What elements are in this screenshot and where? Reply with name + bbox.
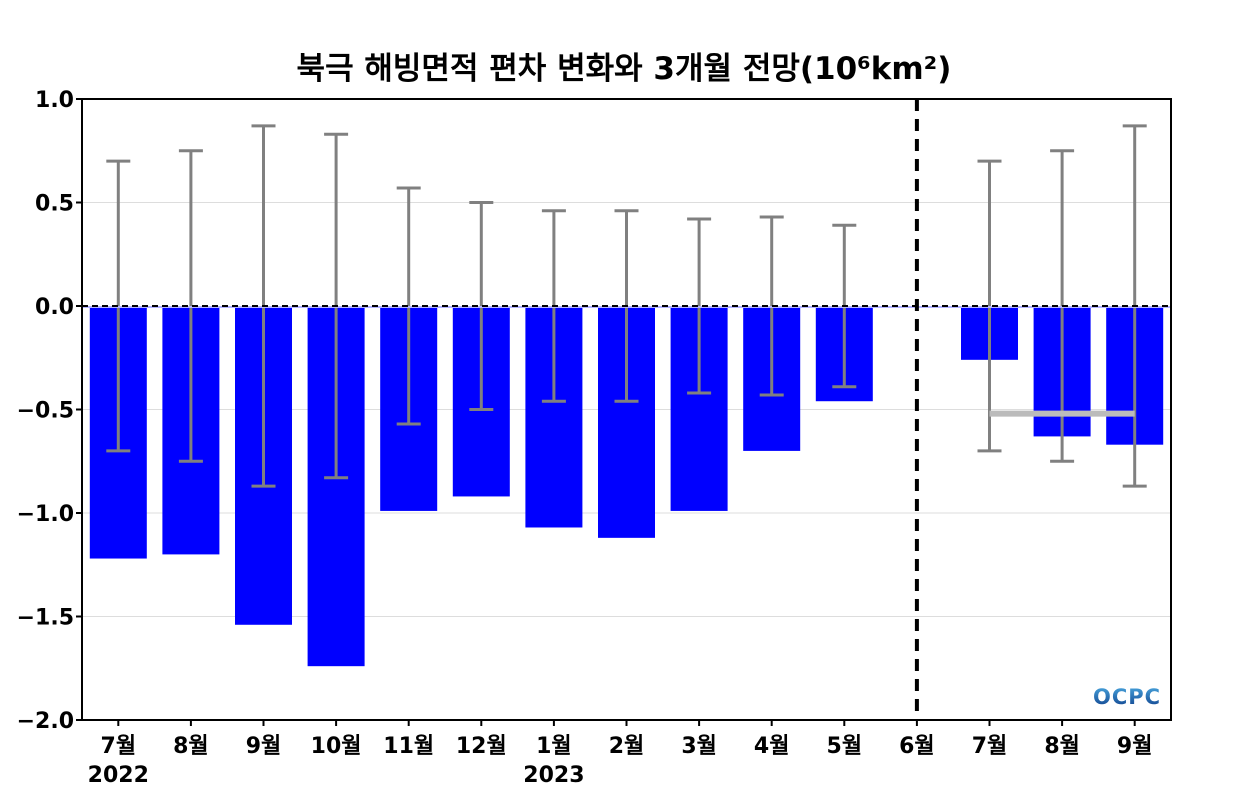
- axes: 1.0 0.5 0.0 −0.5 −1.0 −1.5 −2.0 7월 8월 9월 10월 11월 12월…: [17, 88, 1153, 788]
- year-label: 2023: [523, 763, 584, 788]
- y-tick-label: 0.5: [35, 192, 74, 217]
- x-tick-label: 6월: [899, 734, 935, 759]
- x-tick-label: 7월: [972, 734, 1008, 759]
- y-tick-label: −1.0: [17, 502, 74, 527]
- x-tick-label: 8월: [1044, 734, 1080, 759]
- year-label: 2022: [88, 763, 149, 788]
- x-tick-label: 8월: [173, 734, 209, 759]
- x-tick-label: 2월: [609, 734, 645, 759]
- x-tick-label: 7월: [101, 734, 137, 759]
- x-tick-label: 1월: [536, 734, 572, 759]
- x-tick-label: 12월: [456, 734, 507, 759]
- y-tick-label: −2.0: [17, 709, 74, 734]
- x-tick-label: 9월: [246, 734, 282, 759]
- x-tick-label: 11월: [383, 734, 434, 759]
- x-tick-label: 10월: [311, 734, 362, 759]
- chart-title: 북극 해빙면적 편차 변화와 3개월 전망(10⁶km²): [297, 51, 952, 87]
- y-tick-label: −1.5: [17, 606, 74, 631]
- x-tick-label: 9월: [1117, 734, 1153, 759]
- y-tick-label: 0.0: [35, 295, 74, 320]
- ocpc-logo-text: OCPC: [1093, 685, 1161, 709]
- overlay: [82, 99, 1171, 720]
- y-tick-label: 1.0: [35, 88, 74, 113]
- y-tick-label: −0.5: [17, 399, 74, 424]
- x-tick-label: 3월: [681, 734, 717, 759]
- ocpc-logo: OCPC: [1093, 685, 1161, 709]
- x-tick-label: 4월: [754, 734, 790, 759]
- x-tick-label: 5월: [827, 734, 863, 759]
